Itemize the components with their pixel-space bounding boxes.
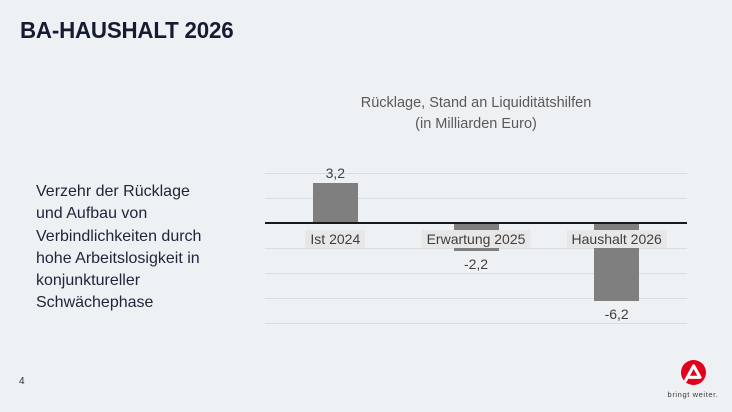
slide-title: BA-HAUSHALT 2026: [20, 17, 234, 43]
side-text-line: Verzehr der Rücklage: [36, 183, 190, 200]
ba-logo-icon: [680, 360, 706, 385]
category-label-haushalt-2026: Haushalt 2026: [566, 230, 667, 248]
gridline: [265, 273, 687, 274]
chart-plot-area: 3,2 Ist 2024 -2,2 Erwartung 2025 -6,2 Haushal…: [265, 165, 687, 324]
chart-title: Rücklage, Stand an Liquiditätshilfen (in…: [265, 93, 687, 135]
side-text: Verzehr der Rücklage und Aufbau von Verbin…: [36, 181, 246, 315]
page-number: 4: [19, 376, 25, 387]
bar-value-label: 3,2: [325, 165, 346, 181]
category-label-ist-2024: Ist 2024: [305, 230, 366, 248]
gridline: [265, 198, 687, 199]
side-text-line: konjunktureller: [36, 272, 141, 290]
bar-value-label: -6,2: [604, 305, 629, 322]
side-text-line: und Aufbau von: [36, 205, 148, 223]
side-text-line: Schwächephase: [36, 294, 154, 312]
chart-title-line2: (in Milliarden Euro): [415, 116, 537, 132]
side-text-line: Verbindlichkeiten durch: [36, 227, 202, 245]
logo-tagline: bringt weiter.: [667, 390, 719, 399]
bar-value-label: -2,2: [463, 255, 489, 272]
chart-title-line1: Rücklage, Stand an Liquiditätshilfen: [360, 95, 592, 111]
gridline: [265, 323, 687, 324]
gridline: [265, 298, 687, 299]
gridline: [265, 173, 687, 174]
bar-ist-2024: [312, 183, 358, 223]
side-text-line: hohe Arbeitslosigkeit in: [36, 249, 200, 267]
category-label-erwartung-2025: Erwartung 2025: [421, 230, 531, 248]
zero-axis-line: [265, 222, 687, 224]
ba-logo: bringt weiter.: [667, 360, 719, 399]
